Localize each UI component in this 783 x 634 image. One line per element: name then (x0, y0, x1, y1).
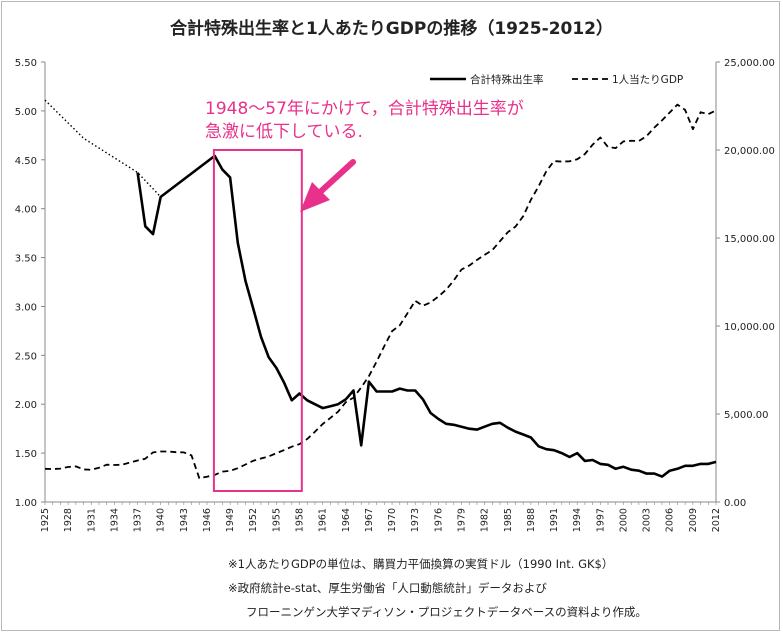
x-tick-label: 1997 (595, 508, 606, 532)
x-tick-label: 1970 (387, 508, 398, 532)
series-line-tfr (136, 154, 717, 478)
y-right-tick-label: 20,000.00 (724, 146, 775, 157)
y-left-tick-label: 5.50 (15, 58, 37, 69)
x-tick-label: 1985 (503, 508, 514, 532)
note-source-1: ※政府統計e-stat、厚生労働省「人口動態統計」データおよび (228, 581, 547, 595)
x-tick-label: 2006 (665, 508, 676, 532)
highlight-box (212, 149, 303, 492)
y-left-tick-label: 1.50 (15, 449, 37, 460)
y-left-tick-label: 1.00 (15, 498, 37, 509)
x-tick-label: 1925 (40, 508, 51, 532)
y-left-tick-label: 3.00 (15, 302, 37, 313)
x-tick-label: 2003 (642, 508, 653, 532)
x-tick-label: 1934 (109, 508, 120, 532)
x-tick-label: 1973 (410, 508, 421, 532)
annotation-line-1: 1948〜57年にかけて，合計特殊出生率が (205, 99, 524, 119)
y-left-tick-label: 2.50 (15, 351, 37, 362)
x-tick-label: 1964 (341, 508, 352, 532)
y-left-tick-label: 2.00 (15, 400, 37, 411)
x-tick-label: 1940 (156, 508, 167, 532)
x-tick-label: 1931 (86, 508, 97, 532)
legend: 合計特殊出生率 1人当たりGDP (430, 73, 683, 86)
x-tick-label: 1955 (271, 508, 282, 532)
y-right-tick-label: 15,000.00 (724, 234, 775, 245)
x-tick-label: 1994 (572, 508, 583, 532)
x-tick-label: 2012 (711, 508, 722, 532)
y-left-tick-label: 5.00 (15, 107, 37, 118)
x-tick-label: 1961 (318, 508, 329, 532)
series-group (44, 99, 717, 480)
legend-label-gdp: 1人当たりGDP (612, 73, 683, 86)
y-left-tick-label: 4.50 (15, 156, 37, 167)
x-tick-label: 1952 (248, 508, 259, 532)
annotation-arrow-shaft (315, 159, 356, 197)
legend-label-tfr: 合計特殊出生率 (470, 73, 544, 86)
x-tick-label: 1928 (63, 508, 74, 532)
x-tick-label: 1958 (295, 508, 306, 532)
x-tick-label: 1937 (133, 508, 144, 532)
x-tick-label: 2009 (688, 508, 699, 532)
axes: 1.00 1.50 2.00 2.50 3.00 3.50 4.00 4.50 5.00 5.50… (15, 58, 775, 532)
y-right-tick-label: 10,000.00 (724, 322, 775, 333)
chart-title: 合計特殊出生率と1人あたりGDPの推移（1925-2012） (169, 19, 614, 39)
annotation-arrow-head (300, 182, 330, 212)
x-tick-label: 2000 (618, 508, 629, 532)
x-tick-label: 1988 (526, 508, 537, 532)
series-line-tfr-dotted (44, 99, 216, 198)
series-line-gdp (44, 103, 717, 480)
x-tick-label: 1967 (364, 508, 375, 532)
annotation-line-2: 急激に低下している. (205, 122, 363, 142)
x-tick-label: 1943 (179, 508, 190, 532)
y-right-tick-label: 5,000.00 (724, 410, 769, 421)
x-tick-label: 1979 (456, 508, 467, 532)
x-tick-label: 1982 (480, 508, 491, 532)
x-tick-label: 1946 (202, 508, 213, 532)
x-tick-label: 1991 (549, 508, 560, 532)
y-right-tick-label: 25,000.00 (724, 58, 775, 69)
y-left-tick-label: 4.00 (15, 205, 37, 216)
note-source-2: フローニンゲン大学マディソン・プロジェクトデータベースの資料より作成。 (246, 605, 647, 619)
x-tick-label: 1976 (433, 508, 444, 532)
x-tick-label: 1949 (225, 508, 236, 532)
y-right-tick-label: 0.00 (724, 498, 746, 509)
y-left-tick-label: 3.50 (15, 254, 37, 265)
note-gdp-unit: ※1人あたりGDPの単位は、購買力平価換算の実質ドル（1990 Int. GK$… (228, 557, 614, 571)
